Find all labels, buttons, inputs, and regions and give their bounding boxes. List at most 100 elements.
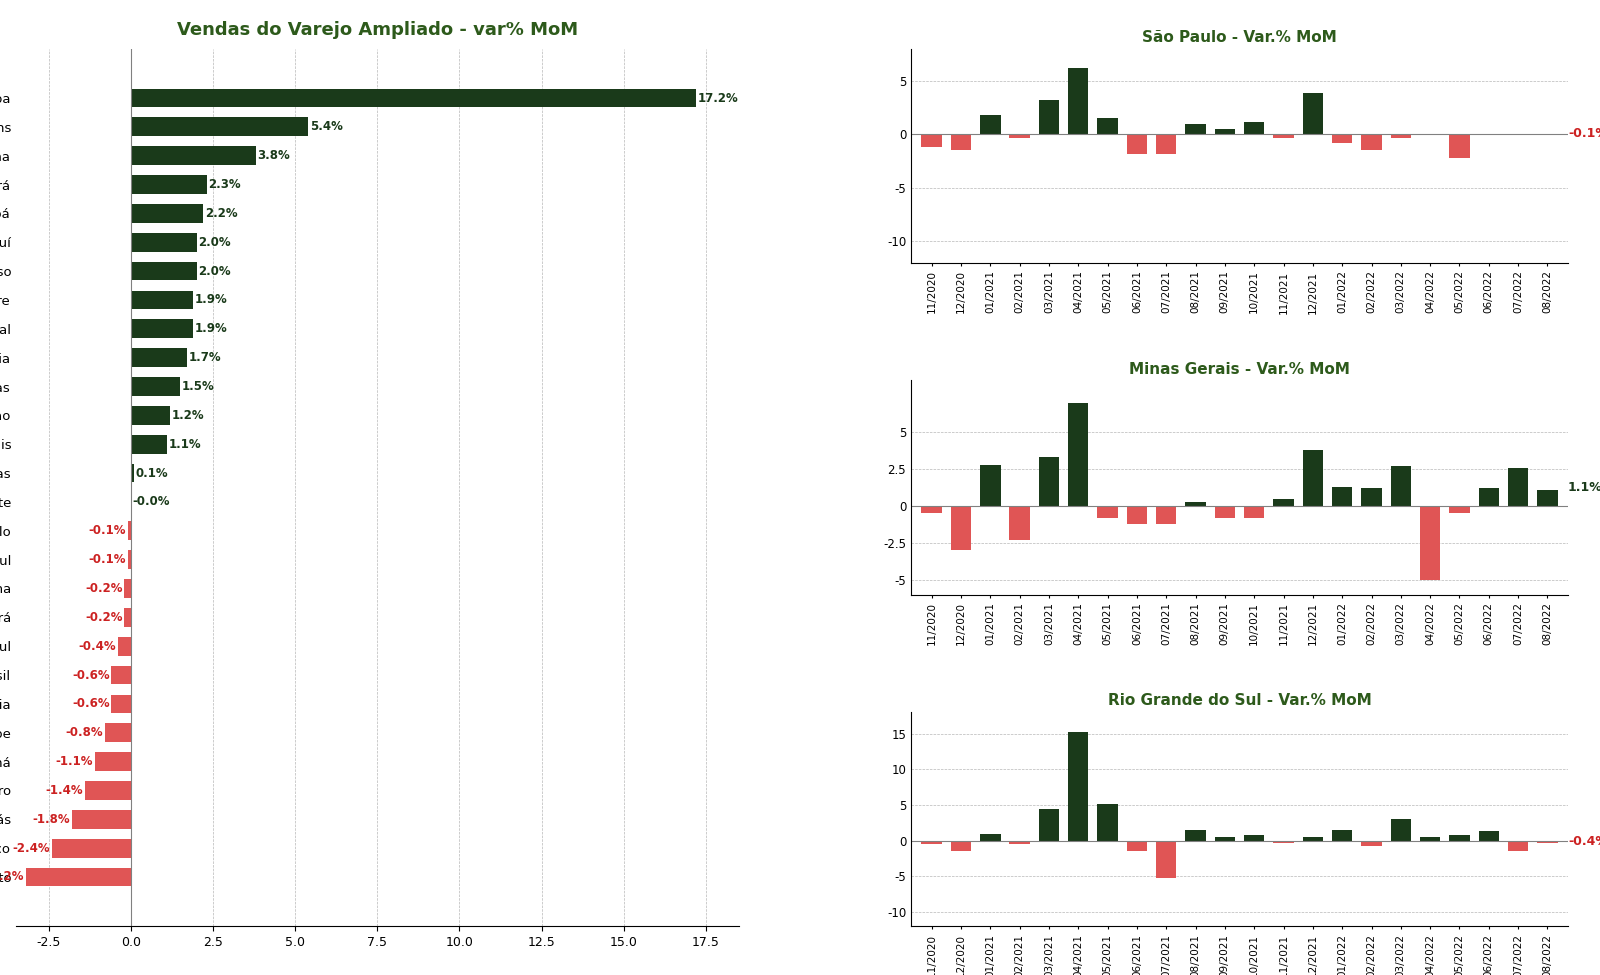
Text: -0.6%: -0.6% [72,697,110,711]
Bar [1478,832,1499,840]
Bar [1450,835,1470,840]
Bar [1155,135,1176,154]
Bar [1331,830,1352,840]
Bar [1362,840,1382,846]
Title: Minas Gerais - Var.% MoM: Minas Gerais - Var.% MoM [1130,362,1350,376]
Bar [922,840,942,844]
Text: 2.2%: 2.2% [205,207,237,220]
Bar [1243,835,1264,840]
Bar [131,176,206,194]
Text: -0.2%: -0.2% [85,610,123,624]
Bar [104,723,131,742]
Bar [1038,457,1059,506]
Text: -1.4%: -1.4% [46,784,83,797]
Bar [1507,468,1528,506]
Text: 1.9%: 1.9% [195,323,227,335]
Text: -0.8%: -0.8% [66,726,102,739]
Bar [1362,488,1382,506]
Bar [131,204,203,223]
Bar [1155,840,1176,878]
Bar [72,810,131,829]
Bar [1067,403,1088,506]
Bar [1067,732,1088,840]
Bar [131,117,309,137]
Bar [1507,840,1528,851]
Text: 1.2%: 1.2% [173,409,205,422]
Bar [1419,506,1440,580]
Bar [1126,840,1147,851]
Bar [1155,506,1176,524]
Text: 5.4%: 5.4% [310,120,342,134]
Bar [1390,466,1411,506]
Text: -0.1%: -0.1% [88,525,126,537]
Bar [979,115,1000,135]
Bar [950,506,971,550]
Bar [1126,135,1147,154]
Bar [118,637,131,655]
Bar [1214,838,1235,840]
Bar [131,464,134,483]
Bar [1186,124,1206,135]
Bar [1038,808,1059,840]
Bar [125,579,131,598]
Bar [131,146,256,165]
Text: -0.4%: -0.4% [1568,835,1600,848]
Bar [1067,68,1088,135]
Bar [950,840,971,851]
Text: 1.7%: 1.7% [189,351,221,365]
Text: -1.1%: -1.1% [56,755,93,768]
Bar [131,291,194,309]
Bar [1507,135,1528,136]
Text: 1.9%: 1.9% [195,293,227,306]
Bar [922,506,942,513]
Text: 2.3%: 2.3% [208,178,240,191]
Title: Rio Grande do Sul - Var.% MoM: Rio Grande do Sul - Var.% MoM [1107,693,1371,708]
Bar [131,348,187,367]
Bar [1010,506,1030,540]
Text: -3.2%: -3.2% [0,871,24,883]
Text: -2.4%: -2.4% [13,841,51,855]
Bar [1478,488,1499,506]
Text: 1.1%: 1.1% [168,438,202,450]
Bar [1098,803,1118,840]
Bar [1274,498,1294,506]
Bar [131,233,197,252]
Bar [1098,506,1118,518]
Bar [26,868,131,886]
Bar [112,666,131,684]
Bar [1274,840,1294,842]
Text: 2.0%: 2.0% [198,236,230,249]
Bar [128,522,131,540]
Bar [950,135,971,150]
Bar [1186,501,1206,506]
Text: 0.1%: 0.1% [136,467,168,480]
Bar [125,608,131,627]
Title: São Paulo - Var.% MoM: São Paulo - Var.% MoM [1142,30,1338,45]
Text: -0.4%: -0.4% [78,640,117,652]
Bar [1214,129,1235,135]
Bar [1538,489,1558,506]
Bar [1419,135,1440,136]
Text: -0.0%: -0.0% [133,495,170,508]
Bar [85,781,131,799]
Bar [1478,135,1499,136]
Text: 2.0%: 2.0% [198,264,230,278]
Bar [1098,118,1118,135]
Bar [94,752,131,771]
Title: Vendas do Varejo Ampliado - var% MoM: Vendas do Varejo Ampliado - var% MoM [176,20,578,39]
Bar [1302,449,1323,506]
Bar [1390,819,1411,840]
Bar [1450,506,1470,513]
Bar [1214,506,1235,518]
Bar [1331,487,1352,506]
Bar [922,135,942,147]
Bar [1419,838,1440,840]
Bar [1243,506,1264,518]
Bar [1186,830,1206,840]
Text: -0.1%: -0.1% [88,553,126,566]
Bar [1274,135,1294,137]
Bar [1243,122,1264,135]
Bar [1538,840,1558,843]
Bar [1010,135,1030,137]
Bar [1390,135,1411,137]
